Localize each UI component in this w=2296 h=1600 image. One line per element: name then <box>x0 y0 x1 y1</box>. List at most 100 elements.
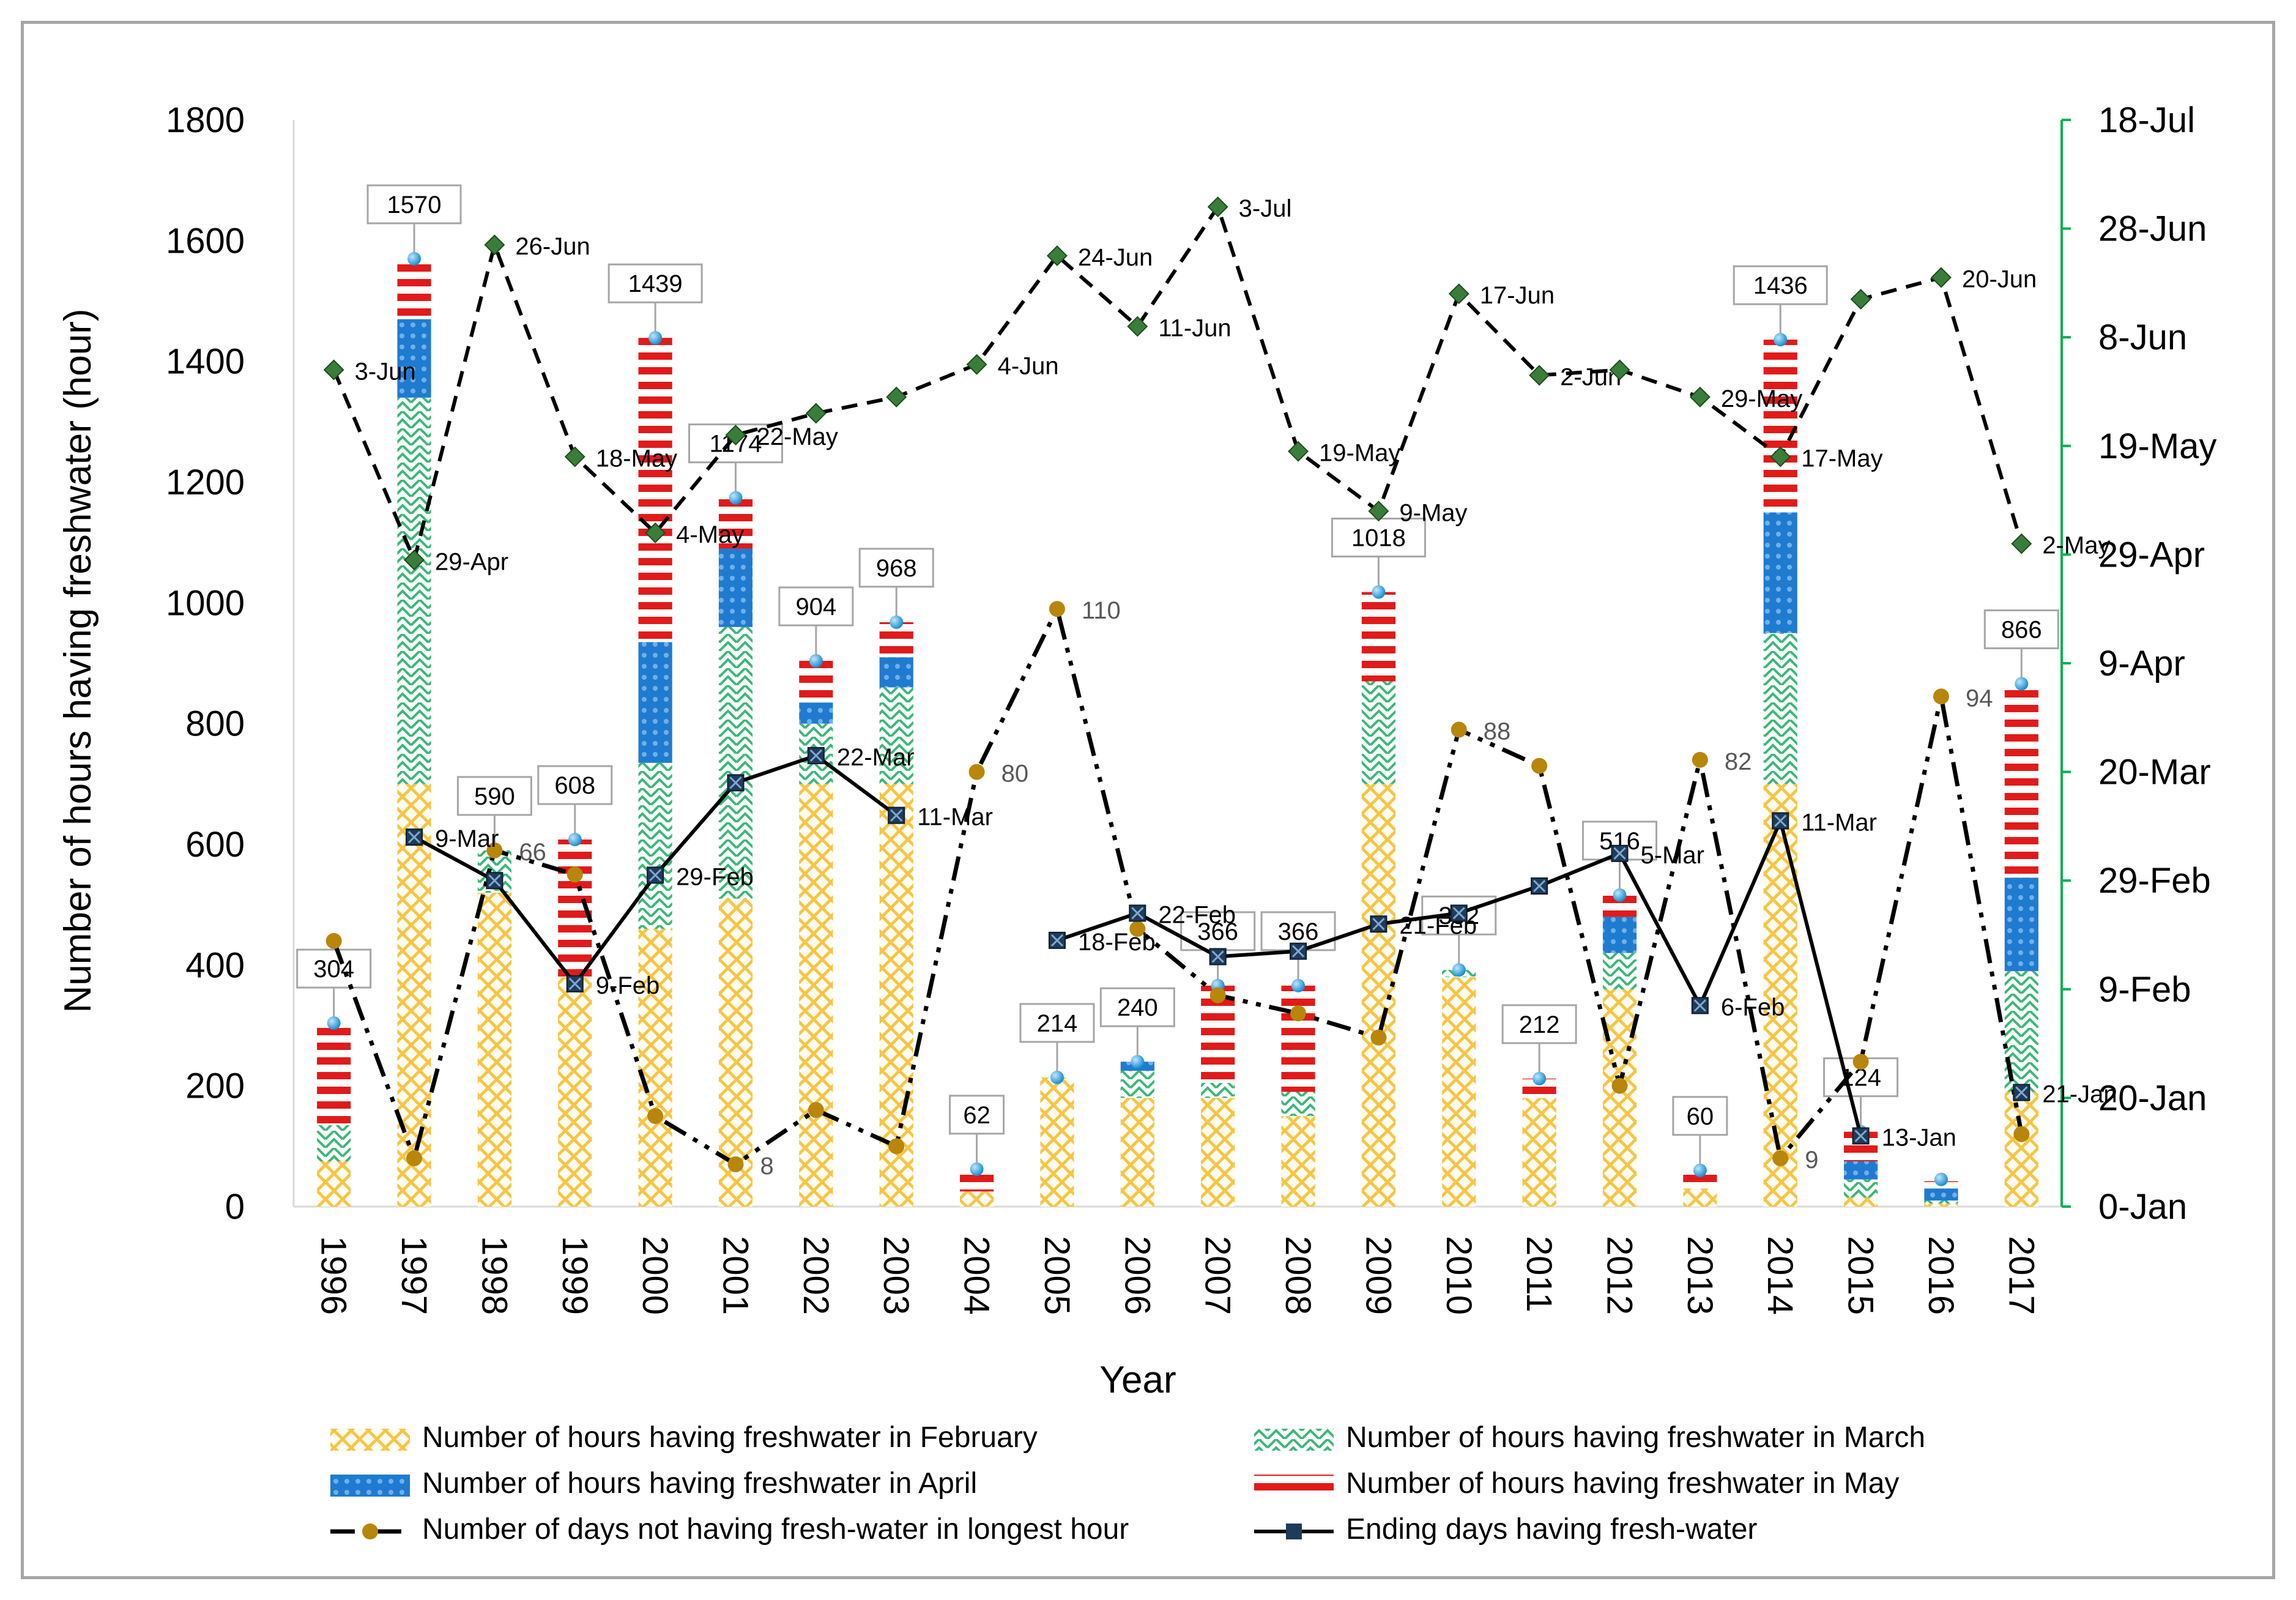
days-not-fresh-label: 94 <box>1966 685 1993 712</box>
total-marker <box>1533 1071 1547 1085</box>
days-not-fresh-marker <box>1692 751 1708 768</box>
bar-segment <box>1281 985 1315 1092</box>
y-tick-label: 1400 <box>166 342 245 382</box>
peak-date-label: 3-Jul <box>1239 195 1292 222</box>
x-tick-label: 1996 <box>314 1236 354 1315</box>
ending-day-label: 29-Feb <box>676 863 754 890</box>
total-label-box <box>1501 1004 1577 1044</box>
total-marker <box>890 615 904 629</box>
ending-day-label: 21-Jan <box>2042 1081 2117 1108</box>
days-not-fresh-marker <box>1852 1054 1869 1070</box>
bar-segment <box>1602 989 1637 1207</box>
bar-segment <box>1602 953 1637 989</box>
ending-day-marker-cross <box>1131 907 1144 920</box>
ending-day-marker-cross <box>1452 907 1465 920</box>
total-marker <box>729 491 743 505</box>
bar-segment <box>1844 1179 1878 1198</box>
ending-day-label: 13-Jan <box>1882 1125 1956 1152</box>
peak-date-marker <box>1127 316 1148 337</box>
days-not-fresh-marker <box>888 1138 905 1155</box>
days-not-fresh-label: 82 <box>1725 748 1752 775</box>
bar-segment <box>638 929 672 1207</box>
y2-tick-label: 9-Feb <box>2098 970 2191 1010</box>
x-axis-ticks: 1996 1997 1998 1999 2000 2001 2002 2003 2004 2005… <box>314 1236 2042 1315</box>
legend-marker <box>1286 1524 1302 1539</box>
bar-segment <box>638 642 672 763</box>
peak-date-marker <box>484 234 505 256</box>
x-tick-label: 2007 <box>1198 1236 1238 1315</box>
bar-segment <box>799 784 833 1207</box>
bar-segment <box>1201 1098 1235 1207</box>
peak-date-marker <box>966 354 987 375</box>
peak-date-label: 29-May <box>1721 385 1802 412</box>
total-label: 304 <box>313 956 354 983</box>
bar-segment <box>1602 917 1637 953</box>
x-tick-label: 2015 <box>1841 1236 1881 1315</box>
ending-day-label: 18-Feb <box>1078 929 1156 956</box>
total-marker <box>1291 978 1306 992</box>
peak-date-line <box>332 203 2024 566</box>
days-not-fresh-label: 8 <box>760 1153 774 1180</box>
days-not-fresh-marker <box>1209 987 1226 1003</box>
x-tick-label: 2016 <box>1921 1236 1961 1315</box>
total-label: 212 <box>1519 1011 1560 1038</box>
ending-day-marker-cross <box>1050 934 1064 947</box>
ending-day-marker-cross <box>407 831 421 844</box>
legend-label: Number of hours having freshwater in Apr… <box>422 1467 977 1500</box>
total-label: 1570 <box>387 192 442 218</box>
right-axis-ticks: 0-Jan 20-Jan 9-Feb 29-Feb 20-Mar 9-Apr 29-Apr 1… <box>2062 100 2216 1227</box>
ending-day-marker-cross <box>1854 1129 1867 1142</box>
bar-segment <box>1201 1082 1235 1098</box>
total-label: 608 <box>554 772 595 799</box>
ending-day-marker-cross <box>568 977 581 990</box>
x-tick-label: 2012 <box>1600 1236 1640 1315</box>
ending-day-marker-cross <box>649 869 662 882</box>
peak-date-marker <box>1689 386 1711 407</box>
legend-label: Ending days having fresh-water <box>1346 1513 1757 1546</box>
bar-segment <box>397 258 431 319</box>
ending-day-marker-cross <box>809 749 822 762</box>
total-label-box <box>1099 987 1175 1027</box>
total-marker <box>1372 585 1386 599</box>
ending-day-label: 11-Mar <box>1801 809 1877 836</box>
days-not-fresh-marker <box>647 1108 664 1124</box>
bar-segment <box>1281 1092 1315 1116</box>
peak-date-label: 17-May <box>1801 445 1882 472</box>
total-label: 1439 <box>628 270 683 297</box>
peak-date-label: 3-Jun <box>355 358 416 385</box>
total-label-box <box>1733 265 1828 305</box>
days-not-fresh-marker <box>325 932 342 949</box>
ending-day-marker-cross <box>1613 847 1626 860</box>
peak-date-label: 9-May <box>1399 499 1467 526</box>
x-tick-label: 2001 <box>716 1236 756 1315</box>
peak-date-label: 11-Jun <box>1158 314 1231 341</box>
days-not-fresh-marker <box>1290 1005 1307 1022</box>
peak-date-label: 2-May <box>2042 532 2110 559</box>
bar-segment <box>1763 784 1797 1207</box>
days-not-fresh-label: 9 <box>1805 1147 1818 1174</box>
ending-day-label: 22-Feb <box>1158 901 1236 928</box>
x-tick-label: 2008 <box>1278 1236 1318 1315</box>
y-tick-label: 1600 <box>166 221 245 261</box>
days-not-fresh-marker <box>808 1102 824 1118</box>
ending-day-marker-cross <box>1693 999 1706 1012</box>
days-not-fresh-marker <box>1451 721 1467 738</box>
days-not-fresh-marker <box>968 764 985 780</box>
bar-segment <box>558 977 592 1207</box>
peak-date-label: 22-May <box>757 423 838 450</box>
bar-segment <box>1763 340 1797 513</box>
total-label-box <box>1983 609 2059 650</box>
y2-tick-label: 28-Jun <box>2098 209 2207 249</box>
y-tick-label: 600 <box>185 825 245 865</box>
bar-segment <box>1844 1197 1878 1207</box>
y2-tick-label: 29-Feb <box>2098 861 2211 901</box>
total-label: 366 <box>1197 918 1238 945</box>
bar-segment <box>1924 1204 1958 1207</box>
total-label: 1018 <box>1351 525 1406 552</box>
total-marker <box>568 833 582 847</box>
bar-segment <box>879 657 913 688</box>
days-not-fresh-marker <box>727 1156 744 1172</box>
bar-segment <box>1522 1098 1556 1207</box>
total-marker <box>1934 1172 1948 1186</box>
ending-day-marker-cross <box>1211 950 1224 963</box>
